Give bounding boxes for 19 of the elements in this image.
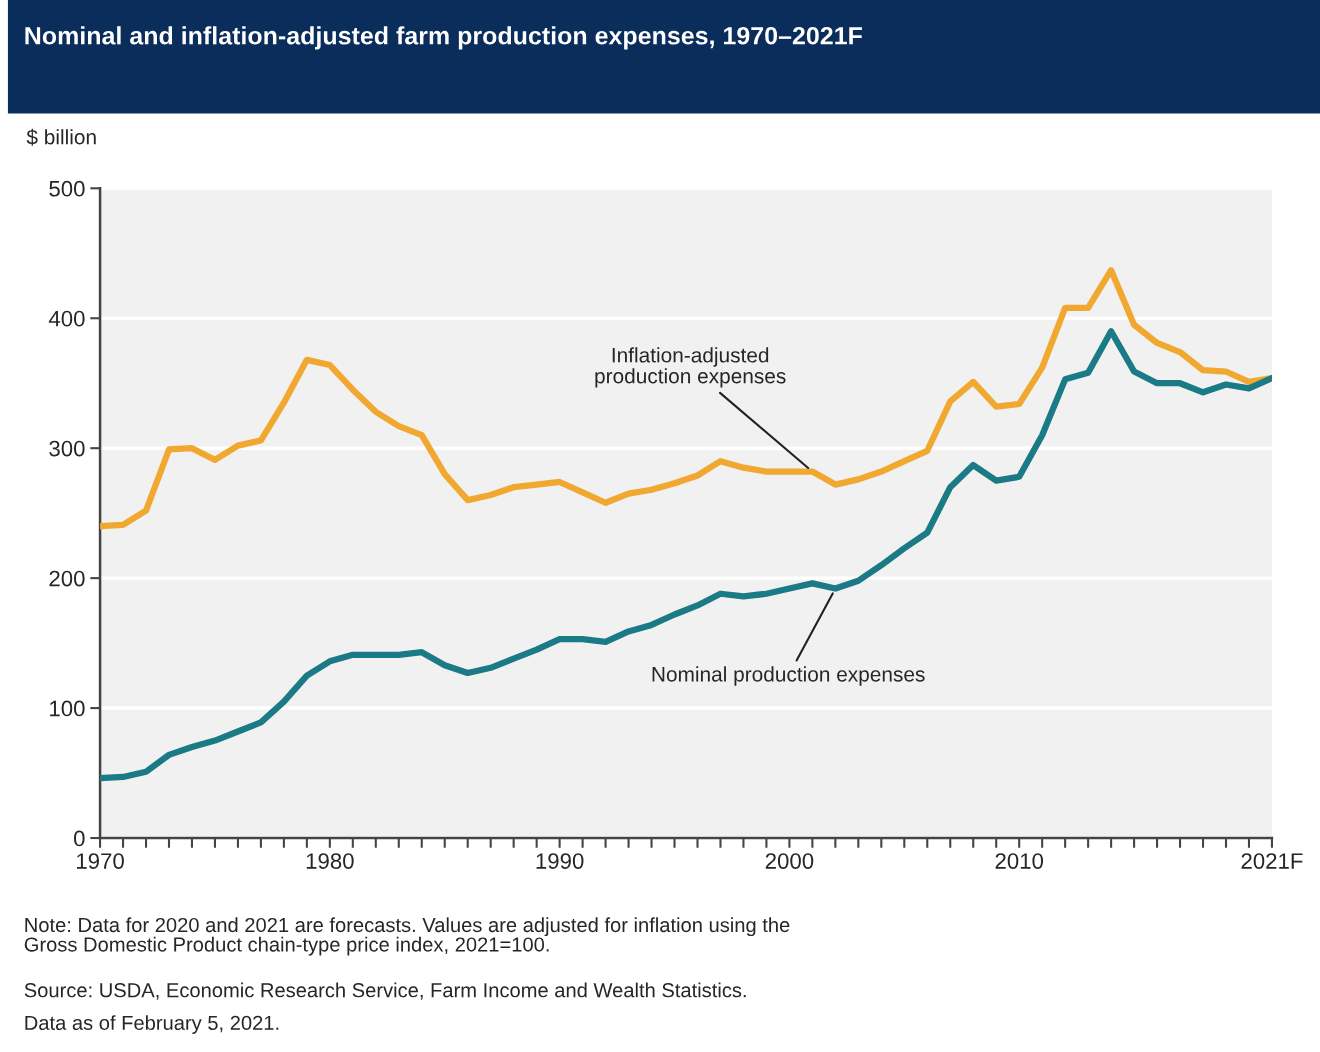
y-tick-label: 0 — [73, 830, 85, 847]
y-tick-label: 100 — [50, 700, 85, 717]
x-tick-label: 2021F — [1241, 853, 1303, 869]
x-tick-label: 2010 — [995, 853, 1044, 869]
text: Note: Data for 2020 and 2021 are forecasts. Values are adjusted for inflation using the Gross Domestic Product chain-type price index, 2021=100. — [24, 917, 790, 956]
text: Data as of February 5, 2021. — [25, 1015, 279, 1034]
x-tick-label: 1980 — [306, 853, 354, 869]
x-tick-label: 1970 — [77, 853, 124, 869]
x-tick-label: 1990 — [536, 853, 584, 869]
y-tick-label: 200 — [49, 570, 85, 587]
y-tick-label: 300 — [49, 440, 85, 457]
annotation: Nominal production expenses — [652, 666, 925, 686]
y-tick-label: 400 — [48, 310, 85, 327]
y-tick-label: 500 — [49, 180, 85, 197]
annotation: Inflation-adjusted production expenses — [595, 347, 786, 388]
source-note: Source: USDA, Economic Research Service, Farm Income and Wealth Statistics. — [24, 982, 746, 1000]
y-axis-title: $ billion — [26, 128, 96, 146]
x-tick-label: 2000 — [765, 853, 814, 869]
chart-title: Nominal and inflation-adjusted farm production expenses, 1970–2021F — [25, 26, 862, 50]
